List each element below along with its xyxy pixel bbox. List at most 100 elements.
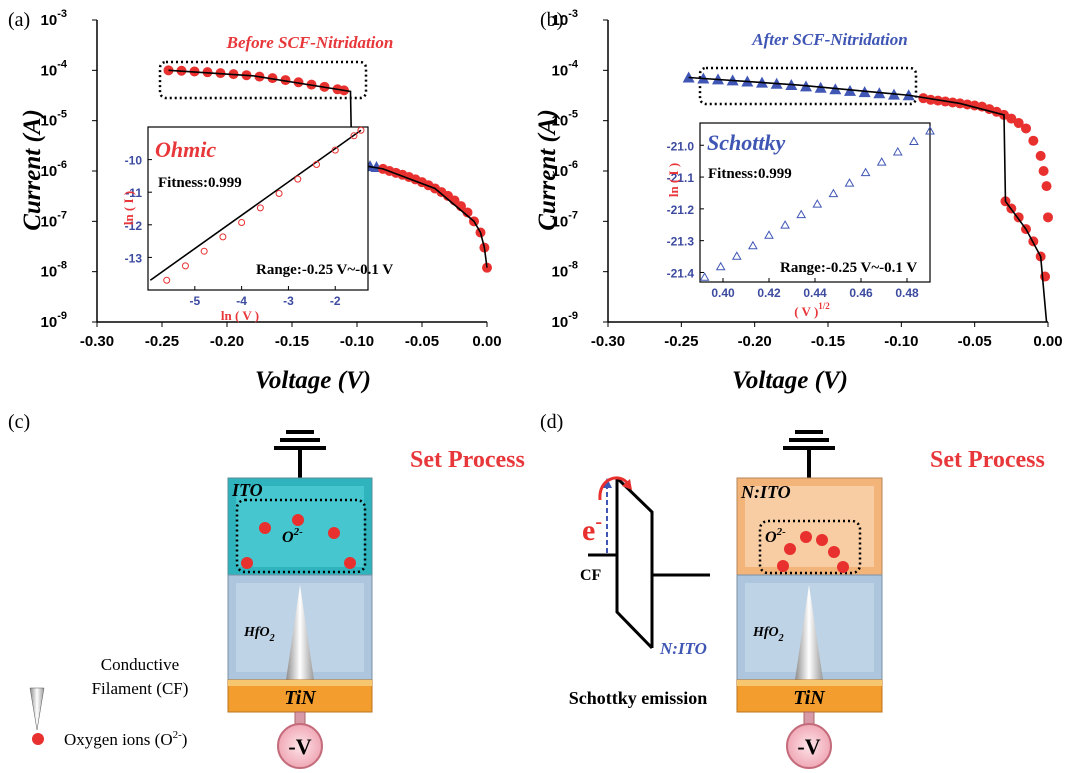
electron-sup: - — [595, 511, 602, 533]
x-axis-label-text: ln ( V ) — [221, 308, 259, 323]
y-tick-label: -11 — [125, 186, 142, 200]
x-tick-label: -0.25 — [664, 333, 698, 350]
tick-exponent: -5 — [568, 109, 578, 121]
tick-text: 10 — [41, 213, 58, 230]
x-tick-label: 0.42 — [757, 286, 781, 300]
tick-text: 10 — [41, 62, 58, 79]
data-point — [294, 175, 302, 183]
tick-text: -12 — [125, 219, 143, 233]
x-tick-label: -0.25 — [145, 333, 179, 350]
tick-exponent: -9 — [568, 310, 578, 322]
y-tick-label: 10-7 — [41, 209, 67, 230]
ion-label: O2- — [282, 526, 303, 546]
y-tick-label: 10-4 — [41, 58, 68, 79]
tick-exponent: -6 — [57, 159, 67, 171]
y-tick-label: 10-3 — [552, 8, 578, 29]
x-tick-label: 0.00 — [472, 333, 501, 350]
chart: 0.40 0.42 0.44 0.46 0.48 -21.0 -21.1 -21.2 -21.3… — [666, 122, 935, 319]
y-axis-label: ln ( I ) — [666, 163, 681, 197]
x-axis-label-text: Voltage (V) — [255, 367, 371, 394]
data-point — [163, 276, 171, 284]
y-tick-label: 10-4 — [552, 58, 579, 79]
layer-text: HfO — [752, 625, 779, 640]
tick-exponent: -4 — [57, 58, 68, 70]
x-axis-label-text: Voltage (V) — [732, 367, 848, 394]
tick-text: -21.2 — [667, 203, 695, 217]
tick-exponent: -9 — [57, 310, 67, 322]
ground — [274, 430, 326, 478]
layer-label: N:ITO — [740, 482, 791, 502]
chart: -0.30 -0.25 -0.20 -0.15 -0.10 -0.05 0.0010-310… — [534, 8, 1063, 394]
data-point — [313, 160, 321, 168]
y-tick-label: -21.3 — [667, 235, 695, 249]
x-tick-label: -0.15 — [275, 333, 309, 350]
y-tick-label: -10 — [125, 154, 143, 168]
data-point — [682, 71, 695, 83]
data-point — [925, 94, 936, 105]
ions — [241, 514, 356, 569]
tick-exponent: -3 — [568, 8, 578, 20]
tick-exponent: -5 — [57, 109, 67, 121]
tick-exponent: -6 — [568, 159, 578, 171]
data-point — [876, 157, 887, 166]
tick-text: 10 — [41, 264, 58, 281]
probe-wire — [803, 711, 815, 725]
ion-label: O2- — [765, 526, 786, 546]
tick-text: -21.0 — [667, 139, 695, 153]
x-tick-label: -0.05 — [958, 333, 992, 350]
x-axis-label: Voltage (V) — [732, 367, 848, 394]
bias-label: -V — [797, 734, 820, 759]
data-point — [1038, 166, 1049, 176]
fit-line — [149, 129, 362, 281]
x-tick-label: -0.10 — [884, 333, 918, 350]
legend-ion-icon — [32, 733, 44, 745]
panel-label: (b) — [540, 9, 563, 31]
y-tick-label: -21.1 — [667, 171, 695, 185]
panel-label: (a) — [8, 9, 30, 31]
mechanism-label: Schottky emission — [569, 688, 708, 708]
layer-sub: 2 — [269, 633, 275, 644]
x-tick-label: -0.20 — [210, 333, 244, 350]
fitness-label: Fitness:0.999 — [158, 175, 242, 191]
x-tick-label: -5 — [189, 294, 200, 308]
x-tick-label: -0.30 — [591, 333, 625, 350]
y-tick-label: 10-8 — [41, 260, 67, 281]
x-tick-label: -3 — [283, 294, 294, 308]
ions — [777, 531, 849, 573]
tick-text: -10 — [125, 154, 143, 168]
tick-text: 10 — [552, 213, 569, 230]
tick-text: -13 — [125, 251, 143, 265]
y-axis-label: Current (A) — [19, 109, 46, 231]
process-label: Set Process — [930, 447, 1045, 473]
tick-exponent: -8 — [57, 260, 67, 272]
data-point — [731, 251, 742, 260]
y-axis-label: Current (A) — [534, 109, 561, 231]
diagram-c: (c) Set Process ITO O2- HfO2 TiN -V — [8, 411, 525, 769]
data-point — [1041, 181, 1052, 192]
data-point — [909, 136, 919, 145]
data-point — [181, 262, 189, 270]
tick-text: 10 — [552, 314, 569, 331]
tick-exponent: -4 — [568, 58, 579, 70]
tick-exponent: -7 — [57, 209, 67, 221]
fit-line — [168, 69, 488, 268]
data-point — [1035, 150, 1046, 161]
tick-text: 10 — [41, 113, 58, 130]
panel-label: (d) — [540, 411, 563, 433]
highlight-box — [698, 66, 918, 106]
y-tick-label: 10-9 — [41, 310, 67, 331]
tick-text: 10 — [552, 12, 569, 29]
data-point — [748, 240, 758, 250]
highlight-box — [158, 60, 368, 100]
emission-arrow — [598, 476, 630, 501]
layer-label: TiN — [793, 687, 826, 709]
x-tick-label: 0.44 — [803, 286, 827, 300]
range-label: Range:-0.25 V~-0.1 V — [256, 262, 393, 278]
model-label: Ohmic — [155, 137, 216, 162]
diagram-d: (d) e- CF N:ITO Schottky emission Set Pr… — [540, 411, 1045, 769]
data-point — [293, 77, 304, 88]
ion-box — [235, 498, 367, 574]
y-tick-label: 10-3 — [41, 8, 67, 29]
ion-sup: 2- — [293, 526, 304, 538]
